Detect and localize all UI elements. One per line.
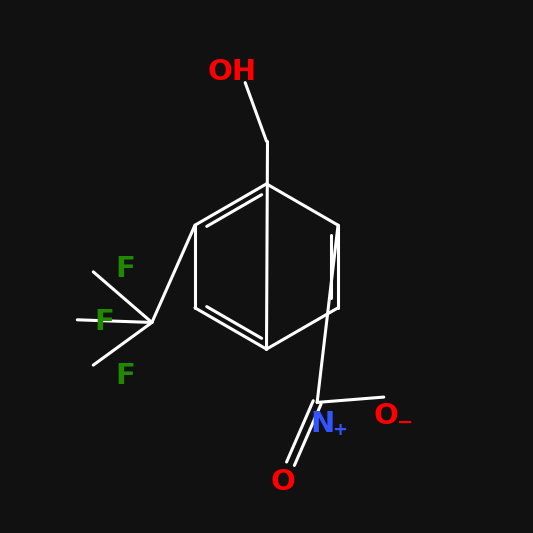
Text: F: F xyxy=(94,309,114,336)
Text: −: − xyxy=(397,413,413,432)
Text: O: O xyxy=(374,402,399,430)
Text: +: + xyxy=(333,421,348,439)
Text: N: N xyxy=(310,410,335,438)
Text: OH: OH xyxy=(207,58,256,86)
Text: O: O xyxy=(270,469,295,496)
Text: F: F xyxy=(115,362,135,390)
Text: F: F xyxy=(115,255,135,283)
